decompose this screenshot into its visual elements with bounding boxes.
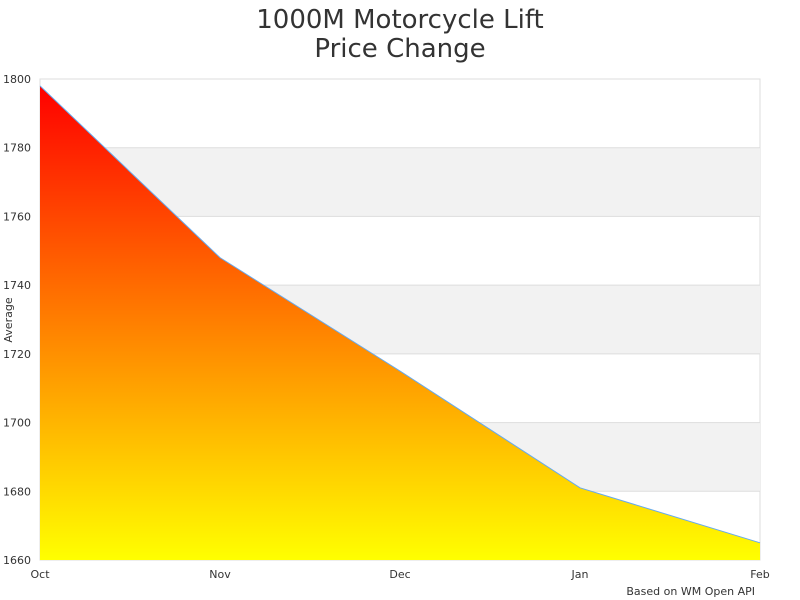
chart-title-line-2: Price Change [314, 34, 485, 64]
y-tick-label: 1760 [3, 210, 31, 223]
y-tick-label: 1780 [3, 142, 31, 155]
y-tick-label: 1720 [3, 348, 31, 361]
y-axis-label: Average [2, 297, 15, 342]
chart-title-line-1: 1000M Motorcycle Lift [256, 5, 544, 35]
y-tick-label: 1740 [3, 279, 31, 292]
y-tick-label: 1680 [3, 485, 31, 498]
credit-text: Based on WM Open API [626, 585, 755, 598]
y-tick-label: 1800 [3, 73, 31, 86]
y-tick-label: 1660 [3, 554, 31, 567]
x-tick-label: Oct [30, 568, 50, 581]
x-tick-label: Dec [389, 568, 410, 581]
x-tick-label: Nov [209, 568, 231, 581]
y-tick-label: 1700 [3, 417, 31, 430]
x-tick-label: Feb [750, 568, 769, 581]
x-tick-label: Jan [571, 568, 589, 581]
area-fill [40, 85, 760, 560]
